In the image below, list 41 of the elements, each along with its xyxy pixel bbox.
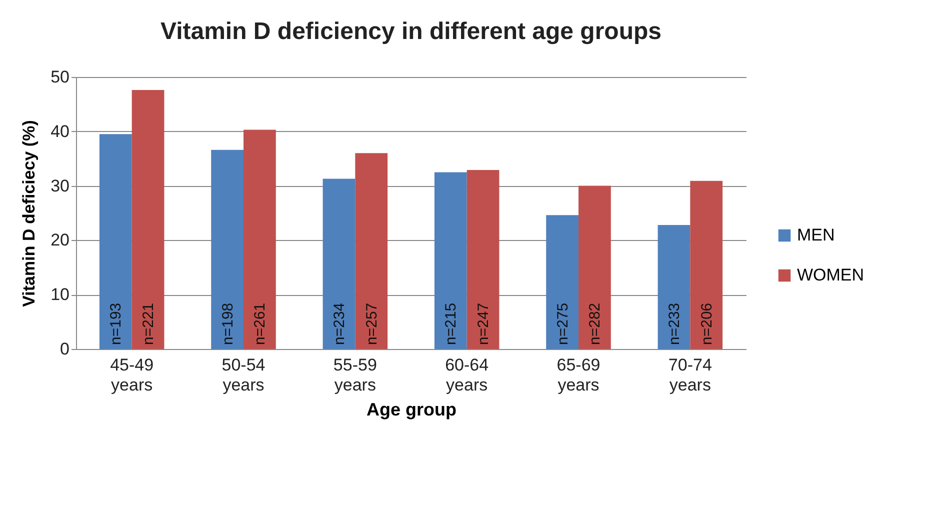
y-tick-label: 50 bbox=[50, 68, 70, 86]
annotation: n=275 bbox=[554, 302, 572, 345]
x-tick-label: 50-54 years bbox=[222, 356, 266, 394]
annotation: n=206 bbox=[698, 302, 716, 345]
bar bbox=[322, 178, 356, 349]
bar bbox=[211, 150, 244, 349]
legend-label: MEN bbox=[797, 226, 835, 244]
bar bbox=[99, 134, 132, 349]
annotation: n=221 bbox=[140, 302, 158, 345]
bar bbox=[132, 90, 164, 349]
annotation: n=247 bbox=[475, 302, 492, 345]
chart-title: Vitamin D deficiency in different age groups bbox=[160, 18, 662, 45]
annotation: n=261 bbox=[252, 302, 269, 345]
y-tick-label: 10 bbox=[50, 285, 70, 304]
bar bbox=[690, 180, 723, 349]
y-tick-label: 0 bbox=[60, 340, 70, 358]
annotation: n=198 bbox=[219, 302, 236, 345]
x-axis-title: Age group bbox=[366, 400, 456, 420]
x-tick-label: 60-64 years bbox=[445, 356, 489, 394]
bar bbox=[658, 224, 690, 349]
x-tick-label: 55-59 years bbox=[333, 356, 377, 394]
annotation: n=282 bbox=[586, 302, 604, 345]
annotation: n=234 bbox=[330, 302, 348, 345]
bar bbox=[244, 130, 276, 349]
bar bbox=[355, 153, 388, 349]
x-tick-label: 45-49 years bbox=[110, 356, 154, 394]
y-tick-label: 20 bbox=[50, 230, 70, 250]
annotation: n=257 bbox=[363, 302, 380, 345]
y-tick-label: 40 bbox=[50, 122, 70, 141]
legend-label: WOMEN bbox=[797, 266, 864, 284]
y-axis-title: Vitamin D deficiecy (%) bbox=[20, 120, 39, 307]
annotation: n=233 bbox=[666, 302, 683, 345]
bar bbox=[546, 215, 578, 349]
x-tick-label: 65-69 years bbox=[556, 356, 600, 394]
x-tick-label: 70-74 years bbox=[668, 356, 712, 394]
annotation: n=193 bbox=[108, 302, 125, 345]
annotation: n=215 bbox=[442, 302, 460, 345]
bar bbox=[578, 186, 611, 349]
bar bbox=[466, 170, 500, 349]
y-tick-label: 30 bbox=[50, 176, 70, 196]
bar bbox=[434, 172, 467, 349]
